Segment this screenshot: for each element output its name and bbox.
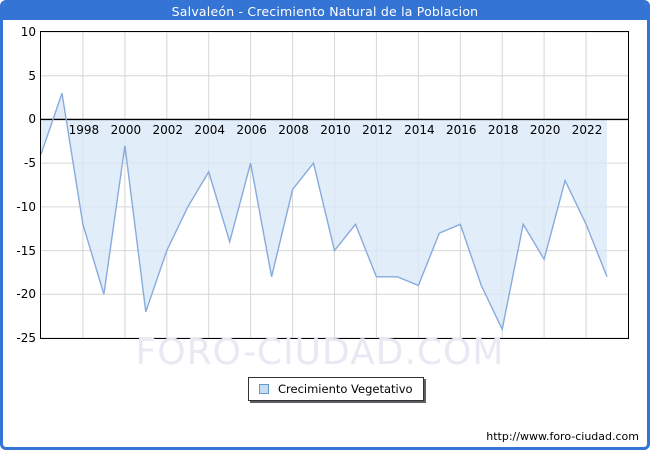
y-tick-label: -10 xyxy=(16,199,36,214)
y-tick-label: -15 xyxy=(16,243,36,258)
x-tick-label: 2022 xyxy=(571,123,603,138)
chart-area: 1998 2000 2002 2004 2006 2008 2010 2012 2014 2016… xyxy=(3,20,647,447)
x-tick-label: 2018 xyxy=(487,123,519,138)
chart-title: Salvaleón - Crecimiento Natural de la Po… xyxy=(171,4,479,19)
x-tick-label: 2006 xyxy=(236,123,267,138)
x-tick-label: 2012 xyxy=(362,123,393,138)
y-tick-label: -5 xyxy=(24,156,36,171)
x-tick-label: 2014 xyxy=(404,123,435,138)
footer-url: http://www.foro-ciudad.com xyxy=(486,430,639,443)
y-tick-label: -25 xyxy=(16,331,36,345)
x-tick-label: 2008 xyxy=(278,123,309,138)
legend-swatch-icon xyxy=(259,384,269,394)
area-chart xyxy=(41,32,628,338)
y-tick-label: 10 xyxy=(20,25,36,39)
x-tick-label: 1998 xyxy=(68,123,100,138)
legend-label: Crecimiento Vegetativo xyxy=(278,382,413,396)
legend: Crecimiento Vegetativo xyxy=(248,377,424,401)
plot-area: 1998 2000 2002 2004 2006 2008 2010 2012 2014 2016… xyxy=(40,31,629,339)
x-tick-label: 2016 xyxy=(446,123,477,138)
x-tick-label: 2020 xyxy=(529,123,561,138)
y-tick-label: 0 xyxy=(28,112,36,127)
x-tick-label: 2004 xyxy=(194,123,225,138)
watermark: FORO-CIUDAD.COM xyxy=(135,332,505,373)
title-bar: Salvaleón - Crecimiento Natural de la Po… xyxy=(3,3,647,20)
x-tick-label: 2000 xyxy=(110,123,142,138)
y-tick-label: -20 xyxy=(16,287,36,302)
x-tick-label: 2002 xyxy=(152,123,184,138)
x-tick-label: 2010 xyxy=(320,123,351,138)
y-tick-label: 5 xyxy=(28,68,36,83)
